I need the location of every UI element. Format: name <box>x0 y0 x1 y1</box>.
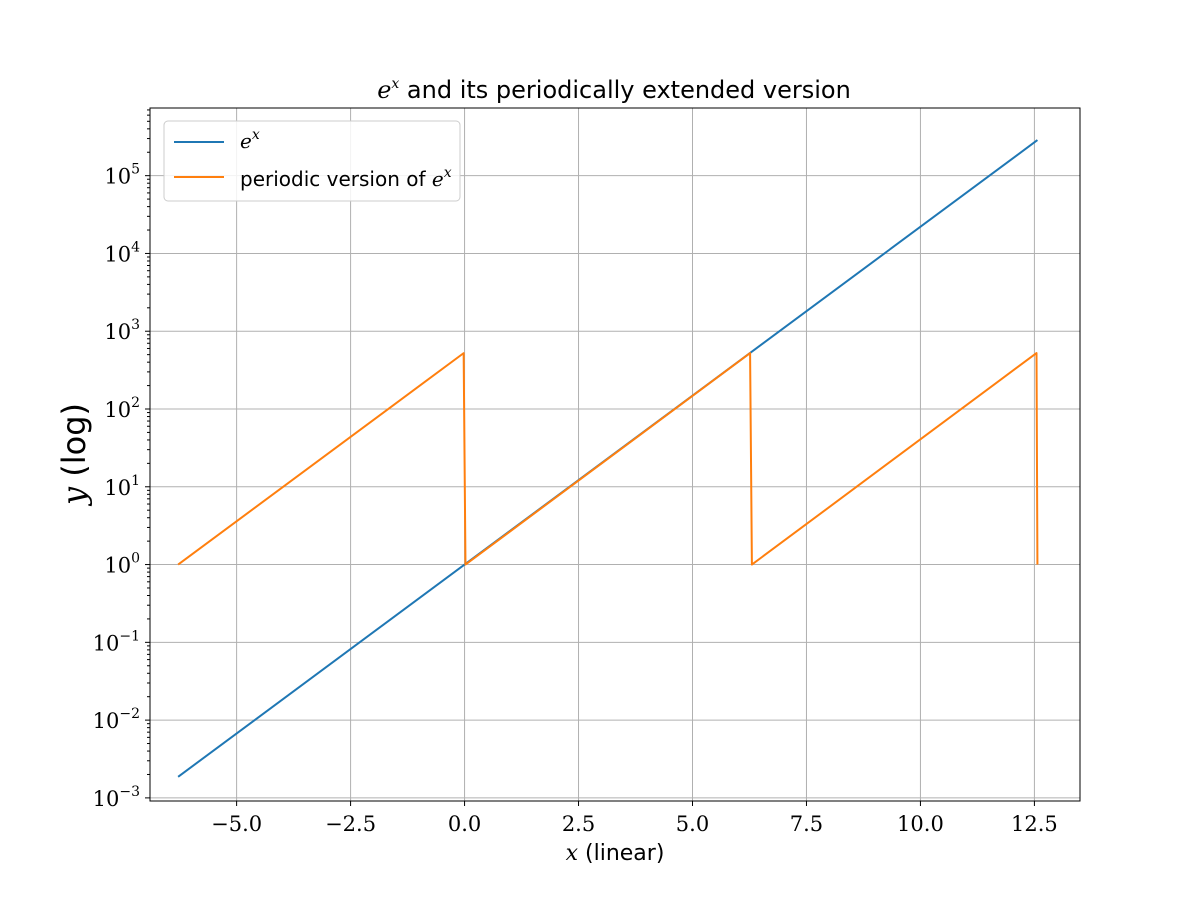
legend-label-periodic: periodic version of ex <box>240 165 452 191</box>
series-group <box>177 139 1039 778</box>
y-tick-label: 10−1 <box>93 628 140 655</box>
y-tick-label: 103 <box>104 317 140 344</box>
y-tick-label: 105 <box>104 162 140 189</box>
x-axis-label: x (linear) <box>566 841 665 866</box>
legend-label-ex: ex <box>240 127 260 153</box>
legend: ex periodic version of ex <box>163 120 461 202</box>
x-tick-label: 5.0 <box>676 812 709 836</box>
legend-box <box>163 120 461 202</box>
y-tick-label: 10−2 <box>93 706 140 733</box>
y-tick-label: 100 <box>104 551 140 578</box>
y-tick-label: 104 <box>104 239 140 266</box>
x-tick-label: 12.5 <box>1011 812 1058 836</box>
series-line-periodic <box>177 352 1039 566</box>
x-tick-label: 2.5 <box>562 812 595 836</box>
grid <box>150 108 1080 801</box>
y-tick-label: 10−3 <box>93 784 140 811</box>
x-tick-label: 0.0 <box>448 812 481 836</box>
y-axis-ticks: 10−3 10−2 10−1 100 101 102 103 104 105 <box>93 109 150 811</box>
y-tick-label: 101 <box>104 473 140 500</box>
axes-frame <box>149 107 1081 802</box>
x-tick-label: −5.0 <box>211 812 262 836</box>
chart-title: ex and its periodically extended version <box>377 76 851 104</box>
y-tick-label: 102 <box>104 395 140 422</box>
y-axis-label: y (log) <box>55 403 93 507</box>
x-tick-label: −2.5 <box>325 812 376 836</box>
x-tick-label: 7.5 <box>790 812 823 836</box>
x-tick-label: 10.0 <box>897 812 944 836</box>
x-axis-ticks: −5.0 −2.5 0.0 2.5 5.0 7.5 10.0 12.5 <box>211 801 1058 836</box>
